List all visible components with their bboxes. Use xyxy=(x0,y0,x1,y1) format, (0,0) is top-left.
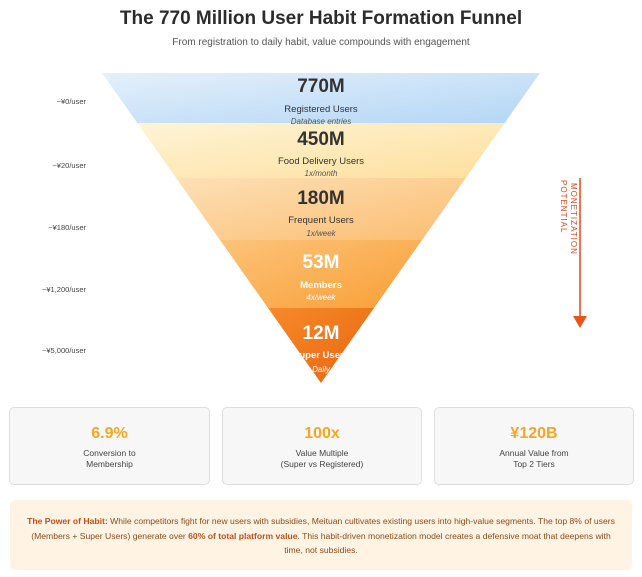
insight-heading: The Power of Habit: xyxy=(27,516,108,526)
stage-name: Members xyxy=(300,280,342,291)
funnel-segment-3 xyxy=(176,178,466,240)
insight-text-part1: While competitors fight for new users wi… xyxy=(31,516,615,541)
funnel-segment-2 xyxy=(137,123,505,178)
metric-label-line2: Top 2 Tiers xyxy=(513,459,555,469)
arrow-label-line2: POTENTIAL xyxy=(559,180,568,233)
value-per-user-label: ~¥1,200/user xyxy=(42,285,86,294)
value-per-user-label: ~¥20/user xyxy=(52,161,86,170)
metric-label-line1: Value Multiple xyxy=(295,448,349,458)
funnel-segment-5 xyxy=(268,308,374,383)
metric-label: Value Multiple (Super vs Registered) xyxy=(223,448,421,470)
stage-value-label: 12M xyxy=(303,323,340,344)
value-per-user-label: ~¥5,000/user xyxy=(42,346,86,355)
stage-note: 1x/week xyxy=(306,229,336,238)
chart-subtitle: From registration to daily habit, value … xyxy=(172,37,470,48)
stage-note: Database entries xyxy=(291,117,351,126)
metric-label-line2: (Super vs Registered) xyxy=(280,459,364,469)
metric-card-value-multiple: 100x Value Multiple (Super vs Registered… xyxy=(222,407,422,485)
stage-note: 4x/week xyxy=(306,293,336,302)
funnel-segment-4 xyxy=(219,240,423,308)
stage-value-label: 53M xyxy=(303,252,340,273)
stage-name: Super Users xyxy=(293,350,349,361)
stage-note: 1x/month xyxy=(305,169,338,178)
metric-card-annual-value: ¥120B Annual Value from Top 2 Tiers xyxy=(434,407,634,485)
metric-value: ¥120B xyxy=(510,425,558,442)
chart-title: The 770 Million User Habit Formation Fun… xyxy=(119,8,523,29)
insight-box: The Power of Habit: While competitors fi… xyxy=(10,500,632,570)
stage-value-label: 770M xyxy=(297,76,345,97)
arrow-label-line1: MONETIZATION xyxy=(569,183,578,255)
metric-value: 100x xyxy=(304,425,340,442)
insight-emphasis: 60% of total platform value xyxy=(188,530,298,541)
stage-name: Food Delivery Users xyxy=(278,156,364,167)
stage-value-label: 180M xyxy=(297,188,345,209)
value-per-user-label: ~¥0/user xyxy=(57,97,87,106)
metric-label: Conversion to Membership xyxy=(10,448,209,470)
metric-card-conversion: 6.9% Conversion to Membership xyxy=(9,407,210,485)
insight-text-part2: . This habit-driven monetization model c… xyxy=(284,530,611,556)
metric-value: 6.9% xyxy=(91,425,128,442)
funnel-chart: 770M Registered Users Database entries 450M… xyxy=(42,73,587,383)
monetization-arrow-head xyxy=(573,316,587,328)
metric-label-line2: Membership xyxy=(86,459,133,469)
metric-label-line1: Conversion to xyxy=(83,448,136,458)
funnel-segment-1 xyxy=(102,73,540,123)
stage-note: Daily xyxy=(312,365,331,374)
stage-name: Registered Users xyxy=(284,104,358,115)
metric-label: Annual Value from Top 2 Tiers xyxy=(435,448,633,470)
stage-value-label: 450M xyxy=(297,129,345,150)
value-per-user-label: ~¥180/user xyxy=(48,223,86,232)
metric-label-line1: Annual Value from xyxy=(499,448,569,458)
stage-name: Frequent Users xyxy=(288,215,354,226)
